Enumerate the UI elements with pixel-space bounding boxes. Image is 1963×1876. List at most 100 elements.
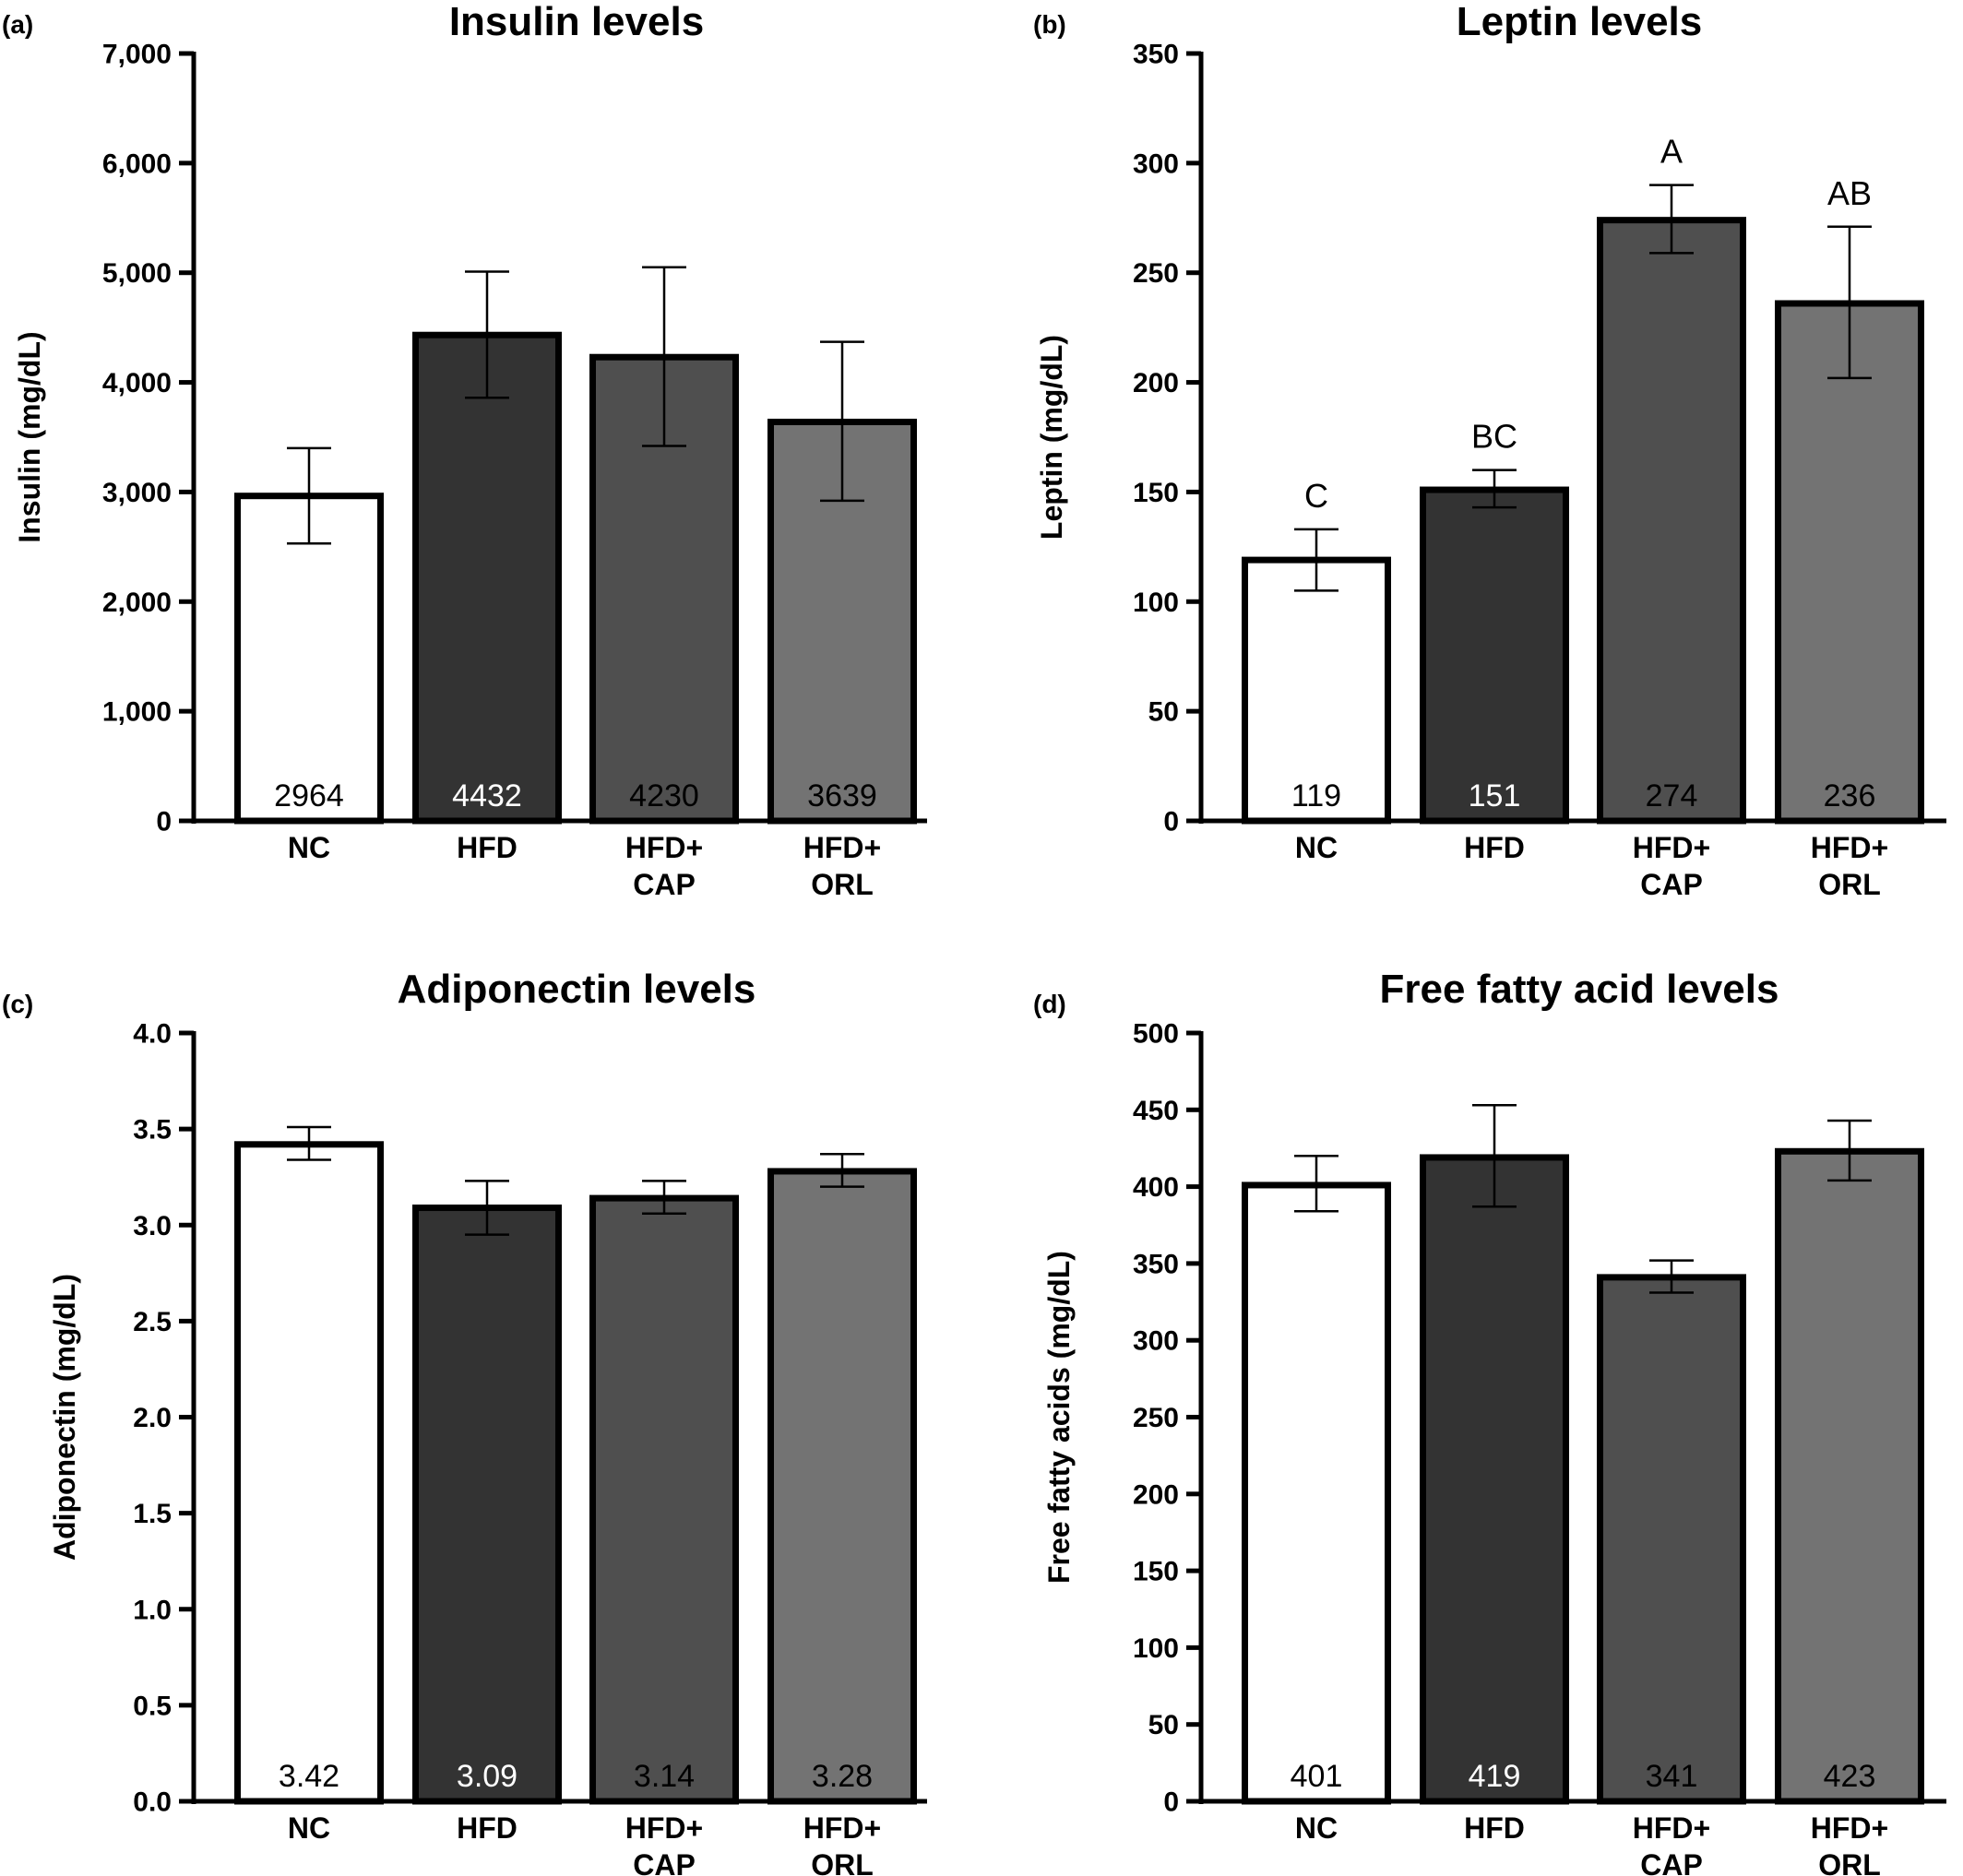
data-label: 236 — [1824, 778, 1876, 813]
data-label: 3639 — [807, 778, 877, 813]
y-tick-label: 3,000 — [102, 478, 172, 508]
data-label: 274 — [1646, 778, 1698, 813]
bar — [767, 1168, 917, 1805]
x-tick-label: CAP — [1640, 868, 1703, 901]
y-tick-label: 4.0 — [133, 1019, 172, 1050]
y-tick-label: 500 — [1133, 1019, 1179, 1050]
y-tick-label: 100 — [1133, 588, 1179, 618]
chart-title: Leptin levels — [1457, 0, 1703, 44]
x-tick-label: CAP — [633, 1848, 696, 1876]
y-tick-label: 50 — [1148, 697, 1179, 728]
x-tick-label: HFD+ — [1811, 1811, 1888, 1845]
bar — [1242, 1181, 1391, 1805]
y-tick-label: 1.5 — [133, 1499, 172, 1529]
data-label: 3.14 — [634, 1759, 695, 1794]
bar — [1775, 300, 1924, 825]
y-tick-label: 2.5 — [133, 1307, 172, 1337]
data-label: 4230 — [629, 778, 699, 813]
y-tick-label: 0.5 — [133, 1691, 172, 1721]
y-tick-label: 0.0 — [133, 1787, 172, 1818]
y-tick-label: 350 — [1133, 40, 1179, 70]
y-tick-label: 200 — [1133, 1479, 1179, 1510]
y-tick-label: 250 — [1133, 258, 1179, 289]
y-tick-label: 6,000 — [102, 148, 172, 179]
y-tick-label: 0 — [156, 807, 172, 837]
bar — [589, 353, 739, 825]
y-tick-label: 0 — [1163, 807, 1179, 837]
y-tick-label: 2.0 — [133, 1403, 172, 1433]
data-label: 419 — [1469, 1759, 1521, 1794]
data-label: 151 — [1469, 778, 1521, 813]
y-tick-label: 1.0 — [133, 1595, 172, 1625]
bar — [1420, 1154, 1569, 1805]
x-tick-label: NC — [288, 831, 330, 864]
x-tick-label: HFD — [1464, 831, 1525, 864]
panel-label: (b) — [1033, 10, 1066, 39]
y-tick-label: 250 — [1133, 1403, 1179, 1433]
bar — [234, 1141, 384, 1805]
data-label: 341 — [1646, 1759, 1698, 1794]
significance-label: BC — [1471, 418, 1517, 456]
y-tick-label: 3.5 — [133, 1115, 172, 1146]
significance-label: AB — [1827, 174, 1872, 212]
chart-title: Adiponectin levels — [398, 967, 756, 1012]
y-tick-label: 400 — [1133, 1172, 1179, 1203]
x-tick-label: ORL — [1818, 1848, 1881, 1876]
x-tick-label: NC — [1295, 1811, 1338, 1845]
y-tick-label: 3.0 — [133, 1211, 172, 1241]
data-label: 2964 — [274, 778, 344, 813]
data-label: 423 — [1824, 1759, 1876, 1794]
panel-label: (d) — [1033, 990, 1066, 1018]
x-tick-label: ORL — [1818, 868, 1881, 901]
y-tick-label: 350 — [1133, 1249, 1179, 1279]
x-tick-label: HFD+ — [803, 1811, 881, 1845]
data-label: 4432 — [452, 778, 522, 813]
y-tick-label: 150 — [1133, 1557, 1179, 1587]
bar — [1597, 1274, 1746, 1805]
y-axis-label: Adiponectin (mg/dL) — [48, 1274, 81, 1561]
y-tick-label: 0 — [1163, 1787, 1179, 1818]
y-axis-label: Leptin (mg/dL) — [1035, 335, 1068, 540]
data-label: 119 — [1291, 778, 1341, 813]
x-tick-label: ORL — [811, 868, 874, 901]
x-tick-label: HFD+ — [625, 831, 703, 864]
significance-label: A — [1660, 133, 1683, 171]
x-tick-label: HFD+ — [803, 831, 881, 864]
x-tick-label: ORL — [811, 1848, 874, 1876]
data-label: 3.28 — [812, 1759, 873, 1794]
y-tick-label: 100 — [1133, 1633, 1179, 1664]
x-tick-label: HFD+ — [1633, 831, 1710, 864]
chart-title: Free fatty acid levels — [1380, 967, 1779, 1012]
y-tick-label: 4,000 — [102, 368, 172, 398]
data-label: 3.42 — [279, 1759, 339, 1794]
y-tick-label: 1,000 — [102, 697, 172, 728]
data-label: 3.09 — [457, 1759, 518, 1794]
data-label: 401 — [1291, 1759, 1343, 1794]
y-axis-label: Insulin (mg/dL) — [13, 331, 46, 542]
y-axis-label: Free fatty acids (mg/dL) — [1042, 1251, 1076, 1584]
x-tick-label: NC — [288, 1811, 330, 1845]
x-tick-label: HFD+ — [625, 1811, 703, 1845]
bar — [1420, 486, 1569, 825]
y-tick-label: 5,000 — [102, 258, 172, 289]
y-tick-label: 50 — [1148, 1710, 1179, 1740]
chart-title: Insulin levels — [449, 0, 704, 44]
x-tick-label: HFD — [457, 1811, 518, 1845]
y-tick-label: 450 — [1133, 1096, 1179, 1126]
significance-label: C — [1304, 477, 1328, 515]
x-tick-label: CAP — [633, 868, 696, 901]
x-tick-label: HFD — [457, 831, 518, 864]
bar — [412, 331, 562, 825]
x-tick-label: NC — [1295, 831, 1338, 864]
y-tick-label: 200 — [1133, 368, 1179, 398]
panel-label: (a) — [2, 10, 33, 39]
bar — [412, 1205, 562, 1805]
x-tick-label: HFD — [1464, 1811, 1525, 1845]
x-tick-label: CAP — [1640, 1848, 1703, 1876]
x-tick-label: HFD+ — [1811, 831, 1888, 864]
bar — [1597, 217, 1746, 825]
y-tick-label: 7,000 — [102, 40, 172, 70]
y-tick-label: 300 — [1133, 1326, 1179, 1357]
x-tick-label: HFD+ — [1633, 1811, 1710, 1845]
